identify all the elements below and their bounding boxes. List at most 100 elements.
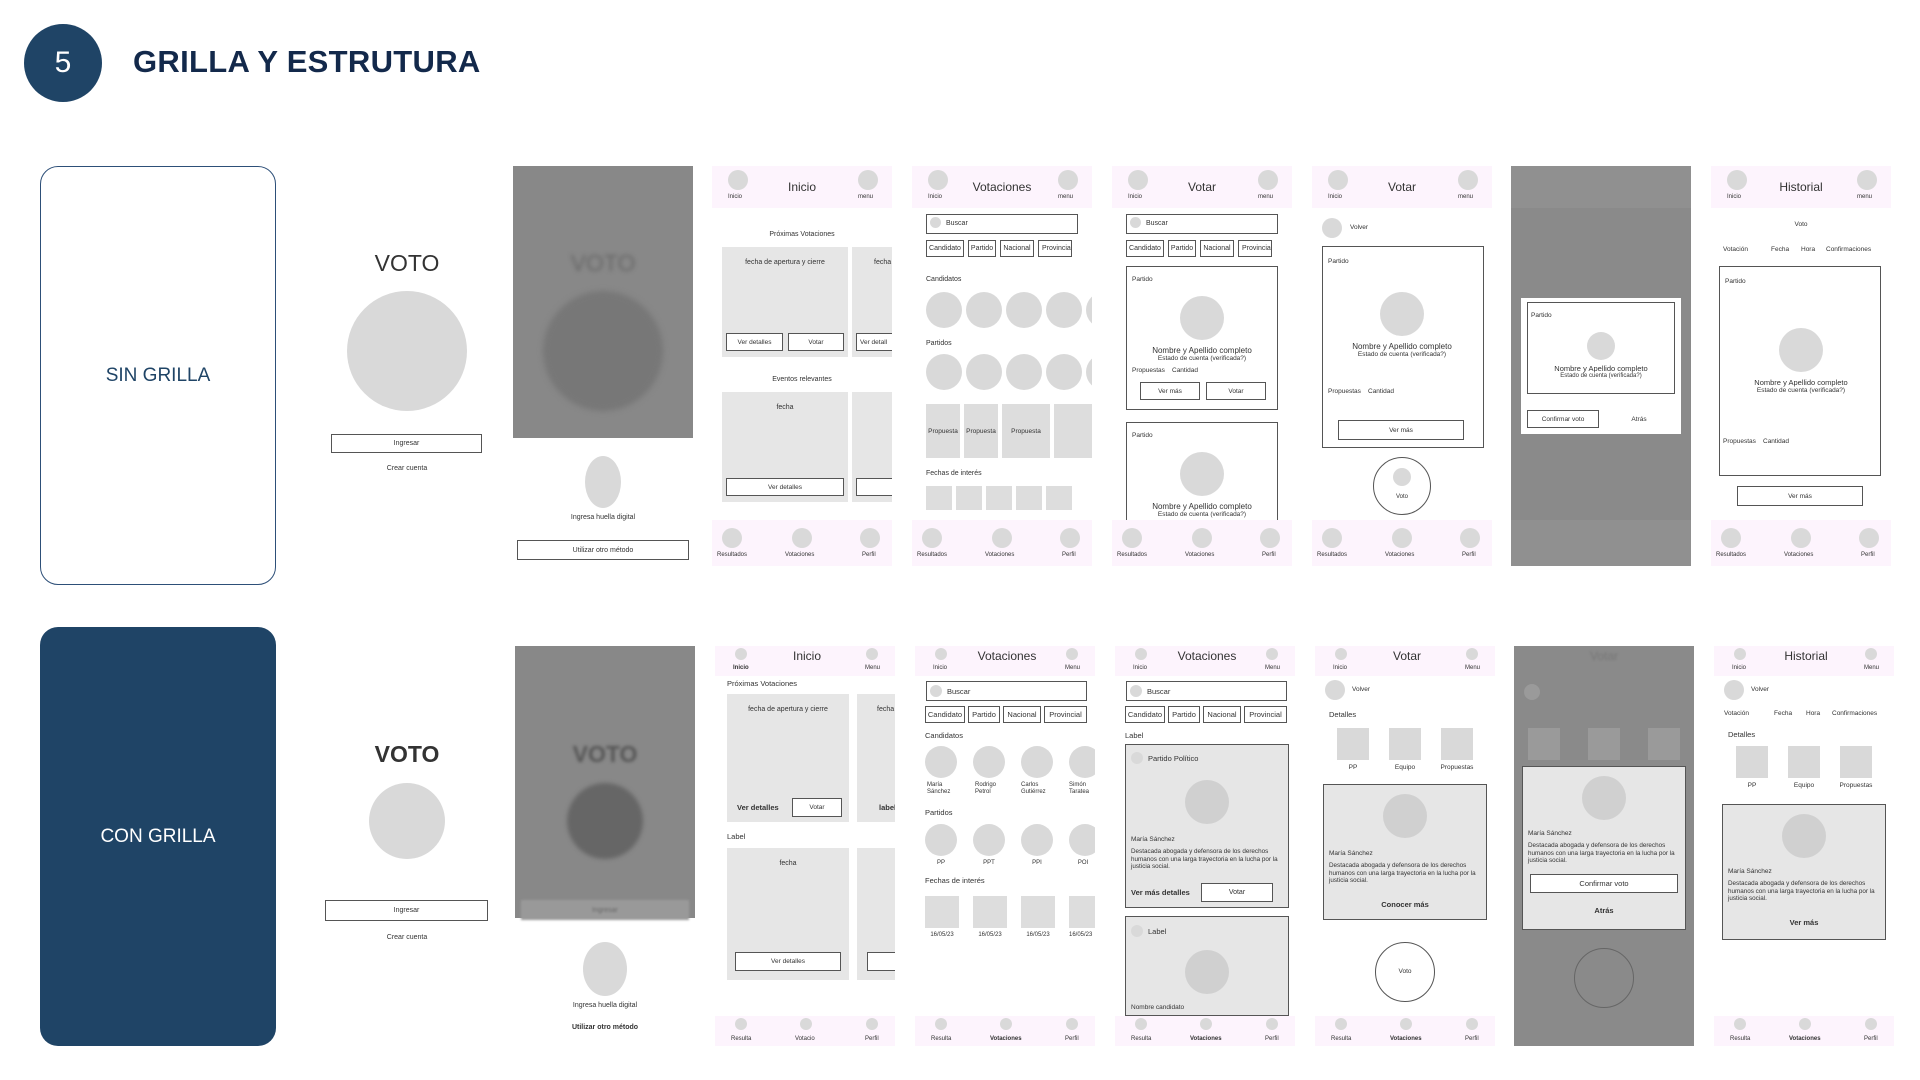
tab-nacional[interactable]: Nacional <box>1203 706 1241 723</box>
perfil-icon[interactable] <box>866 1018 878 1030</box>
inicio-icon[interactable] <box>728 170 748 190</box>
candidate-avatar[interactable] <box>973 746 1005 778</box>
pp-tile[interactable] <box>1736 746 1768 778</box>
votaciones-icon[interactable] <box>1799 1018 1811 1030</box>
resultados-icon[interactable] <box>1721 528 1741 548</box>
fecha-card[interactable] <box>986 486 1012 510</box>
col-hora[interactable]: Hora <box>1801 246 1816 253</box>
perfil-icon[interactable] <box>1260 528 1280 548</box>
candidate-avatar[interactable] <box>926 292 962 328</box>
tab-nacional[interactable]: Nacional <box>1200 240 1234 257</box>
back-icon[interactable] <box>1322 218 1342 238</box>
votar-button[interactable]: Votar <box>1201 883 1273 902</box>
crear-cuenta-link[interactable]: Crear cuenta <box>386 934 428 941</box>
conocer-mas-link[interactable]: Conocer más <box>1381 900 1429 909</box>
party-avatar[interactable] <box>966 354 1002 390</box>
candidate-avatar[interactable] <box>925 746 957 778</box>
ver-mas-button[interactable]: Ver más <box>1338 420 1464 440</box>
votaciones-icon[interactable] <box>1791 528 1811 548</box>
back-icon[interactable] <box>1724 680 1744 700</box>
menu-icon[interactable] <box>1258 170 1278 190</box>
votaciones-icon[interactable] <box>1000 1018 1012 1030</box>
volver-link[interactable]: Volver <box>1751 686 1770 693</box>
ver-mas-button[interactable]: Ver más <box>1140 382 1200 400</box>
perfil-icon[interactable] <box>1460 528 1480 548</box>
ver-detalles-button[interactable]: Ver detall <box>856 333 892 351</box>
candidate-avatar[interactable] <box>1086 292 1092 328</box>
otro-metodo-button[interactable]: Utilizar otro método <box>517 540 689 560</box>
votar-button[interactable]: Votar <box>788 333 844 351</box>
tab-partido[interactable]: Partido <box>968 706 1000 723</box>
votaciones-icon[interactable] <box>792 528 812 548</box>
search-input[interactable] <box>926 214 1078 234</box>
resultados-icon[interactable] <box>722 528 742 548</box>
menu-icon[interactable] <box>1066 648 1078 660</box>
perfil-icon[interactable] <box>1865 1018 1877 1030</box>
menu-icon[interactable] <box>1466 648 1478 660</box>
votaciones-icon[interactable] <box>1192 528 1212 548</box>
volver-link[interactable]: Volver <box>1350 224 1369 231</box>
perfil-icon[interactable] <box>860 528 880 548</box>
confirmar-voto-button[interactable]: Confirmar voto <box>1530 874 1678 893</box>
fingerprint-icon[interactable] <box>583 942 627 996</box>
votaciones-icon[interactable] <box>1392 528 1412 548</box>
ver-detalles-button[interactable]: Ver detalles <box>735 952 841 971</box>
back-icon[interactable] <box>1325 680 1345 700</box>
resultados-icon[interactable] <box>735 1018 747 1030</box>
propuesta-card[interactable] <box>1002 404 1050 458</box>
menu-icon[interactable] <box>1266 648 1278 660</box>
tab-candidato[interactable]: Candidato <box>1125 706 1165 723</box>
inicio-icon[interactable] <box>935 648 947 660</box>
inicio-icon[interactable] <box>1734 648 1746 660</box>
tab-candidato[interactable]: Candidato <box>1126 240 1164 257</box>
perfil-icon[interactable] <box>1060 528 1080 548</box>
inicio-icon[interactable] <box>1727 170 1747 190</box>
tab-candidato[interactable]: Candidato <box>926 240 964 257</box>
resultados-icon[interactable] <box>1322 528 1342 548</box>
candidate-avatar[interactable] <box>1006 292 1042 328</box>
tab-partido[interactable]: Partido <box>968 240 996 257</box>
tab-provincial[interactable]: Provincial <box>1038 240 1072 257</box>
inicio-icon[interactable] <box>928 170 948 190</box>
votar-button[interactable]: Votar <box>1206 382 1266 400</box>
tab-nacional[interactable]: Nacional <box>1000 240 1034 257</box>
fecha-card[interactable] <box>1016 486 1042 510</box>
resultados-icon[interactable] <box>922 528 942 548</box>
candidate-avatar[interactable] <box>966 292 1002 328</box>
votaciones-icon[interactable] <box>1400 1018 1412 1030</box>
tab-provincial[interactable]: Provincial <box>1044 706 1087 723</box>
ver-detalles-button[interactable] <box>856 478 892 496</box>
propuesta-card[interactable] <box>926 404 960 458</box>
propuestas-tile[interactable] <box>1840 746 1872 778</box>
equipo-tile[interactable] <box>1788 746 1820 778</box>
inicio-icon[interactable] <box>1335 648 1347 660</box>
perfil-icon[interactable] <box>1266 1018 1278 1030</box>
tab-partido[interactable]: Partido <box>1168 240 1196 257</box>
fecha-card[interactable] <box>1069 896 1095 928</box>
search-input[interactable] <box>926 681 1087 701</box>
votar-button[interactable]: Votar <box>792 798 842 817</box>
fecha-card[interactable] <box>973 896 1007 928</box>
ver-mas-link[interactable]: Ver más <box>1789 918 1819 927</box>
ver-detalles-link[interactable]: Ver detalles <box>737 803 779 812</box>
party-avatar[interactable] <box>1021 824 1053 856</box>
col-confirmaciones[interactable]: Confirmaciones <box>1832 710 1878 717</box>
candidate-avatar[interactable] <box>1046 292 1082 328</box>
col-confirmaciones[interactable]: Confirmaciones <box>1826 246 1872 253</box>
col-votacion[interactable]: Votación <box>1724 710 1749 717</box>
tab-nacional[interactable]: Nacional <box>1003 706 1041 723</box>
perfil-icon[interactable] <box>1466 1018 1478 1030</box>
propuestas-tile[interactable] <box>1441 728 1473 760</box>
resultados-icon[interactable] <box>1335 1018 1347 1030</box>
tab-partido[interactable]: Partido <box>1168 706 1200 723</box>
tab-provincial[interactable]: Provincial <box>1244 706 1287 723</box>
party-avatar[interactable] <box>1046 354 1082 390</box>
tab-candidato[interactable]: Candidato <box>925 706 965 723</box>
fingerprint-icon[interactable] <box>585 456 621 508</box>
tab-provincial[interactable]: Provincial <box>1238 240 1272 257</box>
party-avatar[interactable] <box>1006 354 1042 390</box>
ver-detalles-button[interactable]: Ver detalles <box>726 478 844 496</box>
voto-button[interactable] <box>1373 457 1431 515</box>
menu-icon[interactable] <box>1865 648 1877 660</box>
col-votacion[interactable]: Votación <box>1723 246 1748 253</box>
